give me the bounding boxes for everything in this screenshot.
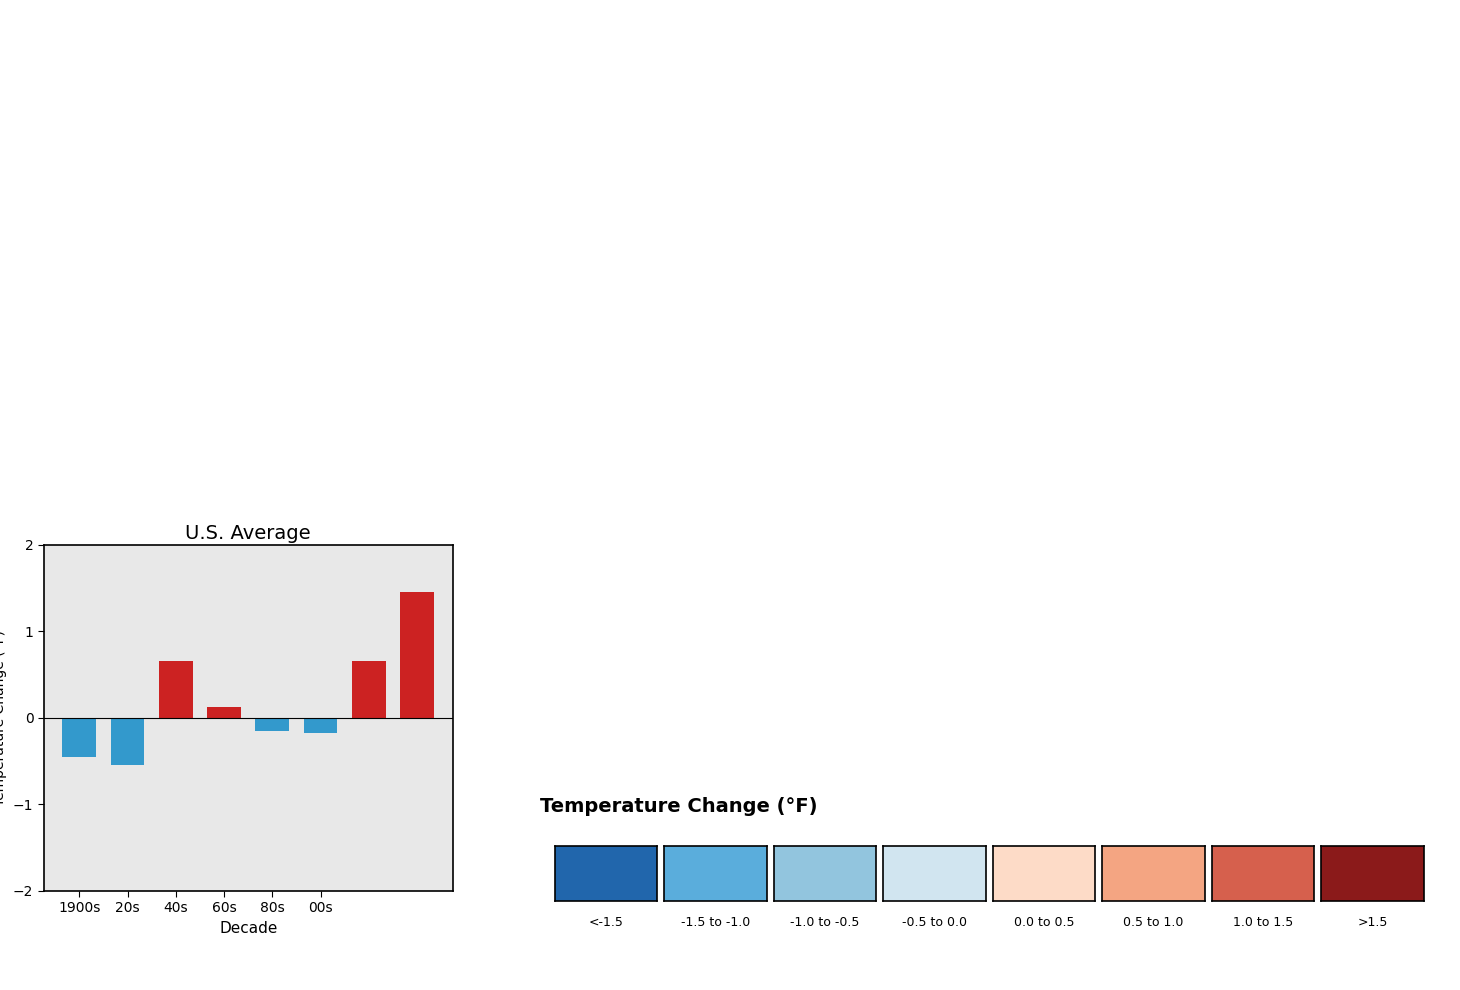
Text: 0.5 to 1.0: 0.5 to 1.0 (1123, 916, 1184, 929)
Bar (255, 718, 289, 731)
Bar (400, 592, 434, 718)
Bar (159, 661, 193, 718)
Text: 0.0 to 0.5: 0.0 to 0.5 (1013, 916, 1075, 929)
Text: -1.5 to -1.0: -1.5 to -1.0 (680, 916, 750, 929)
Text: 1.0 to 1.5: 1.0 to 1.5 (1232, 916, 1294, 929)
X-axis label: Decade: Decade (219, 921, 277, 936)
Bar (207, 707, 241, 718)
Bar (304, 718, 337, 734)
Bar (63, 718, 96, 756)
Text: >1.5: >1.5 (1358, 916, 1387, 929)
Text: <-1.5: <-1.5 (588, 916, 623, 929)
Title: U.S. Average: U.S. Average (185, 524, 311, 543)
Y-axis label: Temperature Change (°F): Temperature Change (°F) (0, 630, 7, 806)
Text: Temperature Change (°F): Temperature Change (°F) (540, 797, 818, 817)
Text: -0.5 to 0.0: -0.5 to 0.0 (902, 916, 967, 929)
Text: -1.0 to -0.5: -1.0 to -0.5 (790, 916, 860, 929)
Bar (352, 661, 385, 718)
Bar (111, 718, 145, 765)
